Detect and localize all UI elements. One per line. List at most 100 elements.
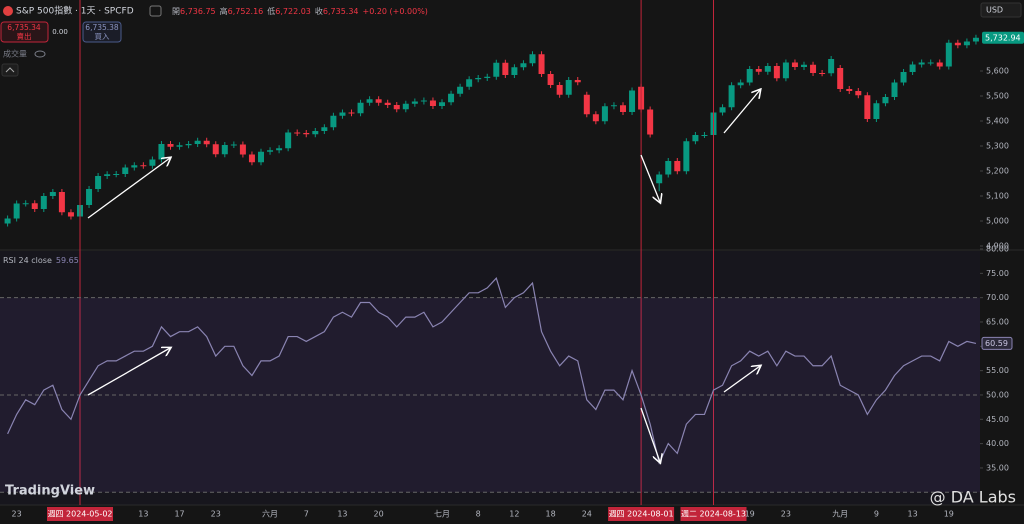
candle-body (31, 203, 38, 209)
candle-body (411, 101, 418, 104)
candle-body (194, 140, 201, 144)
candle-body (22, 203, 29, 205)
candle-body (565, 80, 572, 95)
candle-body (846, 89, 853, 91)
candle-body (620, 105, 626, 112)
candle-body (67, 212, 74, 217)
ohlc-value: 6,752.16 (228, 7, 264, 16)
candle-body (484, 76, 491, 78)
candle-body (737, 82, 744, 86)
candle-body (873, 103, 880, 119)
candle-body (574, 80, 581, 83)
y-tick-label: 40.00 (986, 439, 1009, 448)
date-highlight (47, 507, 113, 521)
rsi-last-box (981, 336, 1013, 350)
legend-value: 59.65 (56, 256, 79, 265)
x-tick-label: 七月 (434, 510, 450, 519)
buy-button[interactable] (82, 21, 122, 43)
currency-button[interactable] (980, 2, 1022, 18)
spread: 0.00 (52, 28, 68, 36)
candle-body (601, 106, 608, 122)
y-tick-label: 35.00 (986, 463, 1009, 472)
candle-body (113, 174, 120, 175)
x-tick-label: 九月 (832, 510, 848, 519)
ohlc-key: 收 (315, 6, 323, 16)
ohlc-value: 6,722.03 (275, 7, 311, 16)
candle-body (773, 66, 780, 79)
candle-body (58, 192, 65, 213)
rsi-line (7, 277, 977, 465)
sell-price: 6,735.34 (7, 23, 41, 32)
candle-body (945, 42, 952, 67)
x-tick-label: 23 (781, 510, 791, 519)
candle-body (918, 62, 925, 65)
x-tick-label: 9 (874, 510, 879, 519)
y-tick-label: 5,600 (986, 67, 1009, 76)
ohlc-key: 開 (172, 7, 180, 16)
candle-body (95, 176, 102, 189)
x-tick-label: 20 (374, 510, 384, 519)
last-price-box (982, 31, 1024, 44)
x-tick-label: 24 (582, 510, 592, 519)
x-tick-label: 13 (337, 510, 347, 519)
y-tick-label: 5,000 (986, 217, 1009, 226)
candle-body (665, 161, 672, 175)
x-tick-label: 23 (211, 510, 221, 519)
compare-icon[interactable] (149, 5, 162, 17)
candle-body (420, 100, 427, 102)
y-tick-label: 45.00 (986, 415, 1009, 424)
x-tick-label: 週四 2024-05-02 (47, 510, 112, 519)
y-tick-label: 4,900 (986, 242, 1009, 251)
y-tick-label: 5,500 (986, 92, 1009, 101)
ohlc-value: 6,736.75 (180, 7, 216, 16)
candle-body (330, 115, 337, 128)
candle-body (674, 161, 681, 172)
rsi-pane (0, 251, 980, 505)
candle-body (592, 114, 599, 122)
candle-body (439, 102, 445, 106)
collapse-button[interactable] (1, 63, 19, 77)
candle-body (963, 41, 970, 46)
arrow (87, 348, 170, 396)
visibility-icon[interactable] (34, 50, 46, 58)
y-tick-label: 55.00 (986, 366, 1009, 375)
candle-body (448, 93, 455, 103)
candle-body (954, 42, 961, 46)
candle-body (466, 79, 473, 87)
legend-name: RSI 24 close (3, 256, 52, 265)
credit: @ DA Labs (930, 488, 1016, 507)
candle-body (149, 159, 156, 166)
candle-body (837, 68, 844, 89)
x-tick-label: 週四 2024-08-01 (609, 510, 674, 519)
candle-body (140, 165, 147, 167)
candle-body (13, 203, 20, 219)
x-tick-label: 8 (476, 510, 481, 519)
candle-body (393, 105, 400, 110)
x-tick-label: 12 (509, 510, 519, 519)
ohlc-key: 高 (220, 6, 228, 16)
candle-body (203, 140, 210, 145)
candle-body (402, 103, 409, 110)
candle-body (764, 66, 771, 72)
candle-body (86, 189, 93, 205)
arrow (723, 90, 760, 134)
candle-body (457, 86, 464, 94)
x-tick-label: 13 (908, 510, 918, 519)
candle-body (285, 132, 292, 149)
rsi-legend: RSI 24 close 59.65 (3, 256, 79, 265)
candle-body (375, 99, 382, 103)
date-highlight (608, 507, 675, 521)
sell-button[interactable] (0, 21, 49, 43)
candle-body (864, 95, 871, 119)
candle-body (104, 174, 111, 176)
arrow (640, 154, 660, 202)
candle-body (610, 105, 617, 107)
buy-price: 6,735.38 (85, 23, 119, 32)
candle-body (493, 62, 500, 77)
candle-body (547, 74, 554, 85)
candle-body (891, 82, 898, 97)
candle-body (728, 85, 735, 108)
candle-body (122, 167, 129, 174)
last-price-label: 5,732.94 (985, 33, 1021, 42)
